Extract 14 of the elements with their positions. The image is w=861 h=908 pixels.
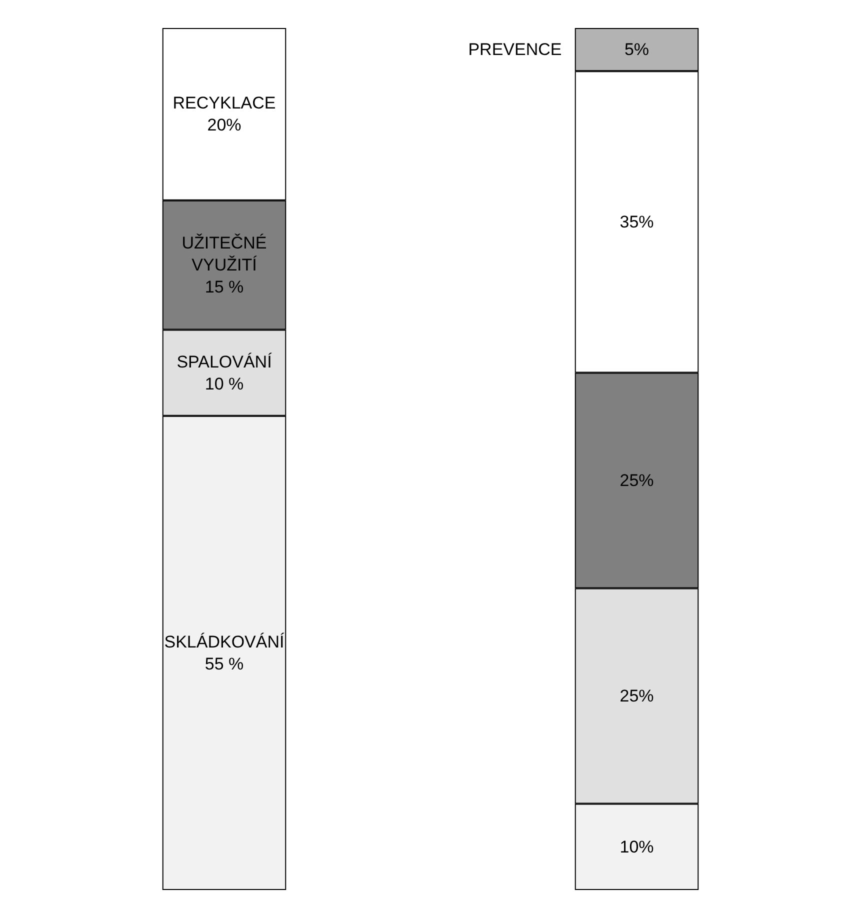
series-label: SKLÁDKOVÁNÍ [164,632,285,652]
series-label: RECYKLACE [172,94,276,113]
data-label: 10 % [204,374,244,394]
data-label: 10% [620,837,654,856]
data-label: 5% [624,40,650,60]
data-label: 55 % [204,654,244,674]
data-label: 25% [620,471,654,490]
data-label: 15 % [204,278,244,297]
series-label: PREVENCE [468,40,562,60]
data-label: 35% [620,212,654,232]
data-label: 20% [207,116,242,135]
series-label: UŽITEČNÉ VYUŽITÍ [182,234,267,275]
series-label: SPALOVÁNÍ [176,352,272,372]
data-label: 25% [620,686,654,706]
